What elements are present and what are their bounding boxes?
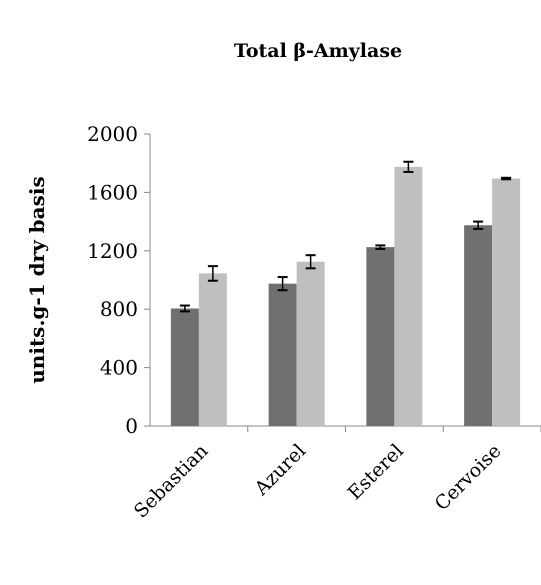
bars bbox=[170, 166, 521, 426]
error-bars bbox=[179, 160, 512, 313]
y-tick-label: 2000 bbox=[87, 122, 138, 146]
x-tick-label-esterel: Esterel bbox=[344, 440, 408, 504]
y-axis-label: units.g-1 dry basis bbox=[25, 176, 49, 383]
chart-title: Total β-Amylase bbox=[234, 40, 402, 62]
bar-esterel-series-2 bbox=[394, 166, 423, 426]
bar-esterel-series-1 bbox=[366, 247, 395, 426]
bar-sebastian-series-1 bbox=[170, 308, 199, 426]
x-tick-label-azurel: Azurel bbox=[250, 440, 310, 500]
bar-azurel-series-2 bbox=[296, 261, 325, 426]
x-tick-label-sebastian: Sebastian bbox=[130, 440, 213, 523]
x-tick-label-cervoise: Cervoise bbox=[431, 440, 506, 515]
bar-azurel-series-1 bbox=[268, 283, 297, 426]
y-tick-labels: 0 400 800 1200 1600 2000 bbox=[87, 122, 138, 438]
y-tick-label: 800 bbox=[100, 297, 138, 321]
y-tick-label: 1200 bbox=[87, 239, 138, 263]
bar-cervoise-series-1 bbox=[464, 225, 493, 426]
y-tick-label: 1600 bbox=[87, 180, 138, 204]
bar-cervoise-series-2 bbox=[492, 178, 521, 426]
y-tick-label: 0 bbox=[125, 414, 138, 438]
y-tick-label: 400 bbox=[100, 356, 138, 380]
x-tick-labels: Sebastian Azurel Esterel Cervoise bbox=[130, 440, 506, 523]
bar-sebastian-series-2 bbox=[198, 273, 227, 426]
